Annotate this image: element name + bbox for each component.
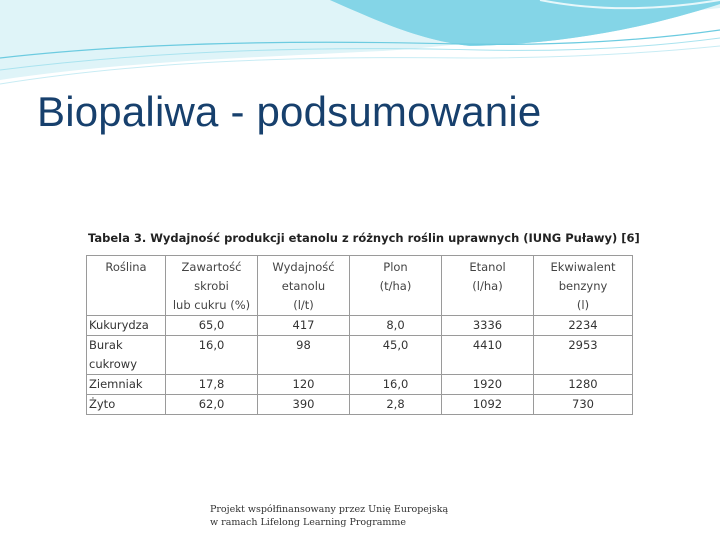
column-header-line: Plon xyxy=(383,260,408,274)
column-header: Plon (t/ha) xyxy=(349,255,442,316)
column-header: Wydajność etanolu (l/t) xyxy=(257,255,350,316)
ethanol-yield-table: Roślina Zawartość skrobi lub cukru (%) Wyda… xyxy=(86,255,633,415)
column-header: Roślina xyxy=(86,255,166,316)
value-cell: 4410 xyxy=(441,335,534,375)
table-row: Ziemniak 17,8 120 16,0 1920 1280 xyxy=(86,374,633,395)
value-cell: 2234 xyxy=(533,315,633,336)
value-cell: 1920 xyxy=(441,374,534,395)
value-cell: 3336 xyxy=(441,315,534,336)
column-header-line: (l/t) xyxy=(293,298,314,312)
value-cell: 16,0 xyxy=(349,374,442,395)
value-cell: 98 xyxy=(257,335,350,375)
value-cell: 390 xyxy=(257,394,350,415)
column-header-line: Roślina xyxy=(105,260,147,274)
column-header: Ekwiwalent benzyny (l) xyxy=(533,255,633,316)
column-header-line: lub cukru (%) xyxy=(172,298,251,312)
table-header-row: Roślina Zawartość skrobi lub cukru (%) Wyda… xyxy=(86,255,633,316)
plant-name-cell: Żyto xyxy=(86,394,166,415)
plant-name-cell: Kukurydza xyxy=(86,315,166,336)
value-cell: 120 xyxy=(257,374,350,395)
value-cell: 2953 xyxy=(533,335,633,375)
column-header-line: Ekwiwalent xyxy=(550,260,616,274)
table-row: Żyto 62,0 390 2,8 1092 730 xyxy=(86,394,633,415)
slide-title: Biopaliwa - podsumowanie xyxy=(37,88,542,135)
footer-line: w ramach Lifelong Learning Programme xyxy=(210,517,407,528)
value-cell: 730 xyxy=(533,394,633,415)
value-cell: 2,8 xyxy=(349,394,442,415)
footer-note: Projekt współfinansowany przez Unię Euro… xyxy=(210,503,448,529)
value-cell: 1280 xyxy=(533,374,633,395)
value-cell: 45,0 xyxy=(349,335,442,375)
column-header-line: (l/ha) xyxy=(472,279,503,293)
column-header-line: Wydajność xyxy=(272,260,335,274)
wave-banner-decoration xyxy=(0,0,720,85)
plant-name-line: Ziemniak xyxy=(89,377,143,391)
column-header-line: Zawartość skrobi xyxy=(181,260,242,293)
value-cell: 1092 xyxy=(441,394,534,415)
column-header-line: etanolu xyxy=(281,279,326,293)
plant-name-cell: Burak cukrowy xyxy=(86,335,166,375)
column-header-line: benzyny xyxy=(558,279,608,293)
column-header-line: (l) xyxy=(576,298,590,312)
column-header-line: (t/ha) xyxy=(379,279,412,293)
footer-line: Projekt współfinansowany przez Unię Euro… xyxy=(210,504,449,515)
table-body: Kukurydza 65,0 417 8,0 3336 2234 Burak cukrowy 1… xyxy=(86,315,633,415)
value-cell: 62,0 xyxy=(165,394,258,415)
plant-name-line: cukrowy xyxy=(89,357,137,371)
value-cell: 417 xyxy=(257,315,350,336)
plant-name-line: Burak xyxy=(89,338,123,352)
table-row: Burak cukrowy 16,0 98 45,0 4410 2953 xyxy=(86,335,633,375)
plant-name-cell: Ziemniak xyxy=(86,374,166,395)
table-caption: Tabela 3. Wydajność produkcji etanolu z … xyxy=(88,231,640,245)
table-row: Kukurydza 65,0 417 8,0 3336 2234 xyxy=(86,315,633,336)
value-cell: 65,0 xyxy=(165,315,258,336)
column-header: Zawartość skrobi lub cukru (%) xyxy=(165,255,258,316)
value-cell: 16,0 xyxy=(165,335,258,375)
column-header-line: Etanol xyxy=(469,260,506,274)
plant-name-line: Kukurydza xyxy=(89,318,149,332)
plant-name-line: Żyto xyxy=(89,397,116,411)
value-cell: 17,8 xyxy=(165,374,258,395)
value-cell: 8,0 xyxy=(349,315,442,336)
column-header: Etanol (l/ha) xyxy=(441,255,534,316)
